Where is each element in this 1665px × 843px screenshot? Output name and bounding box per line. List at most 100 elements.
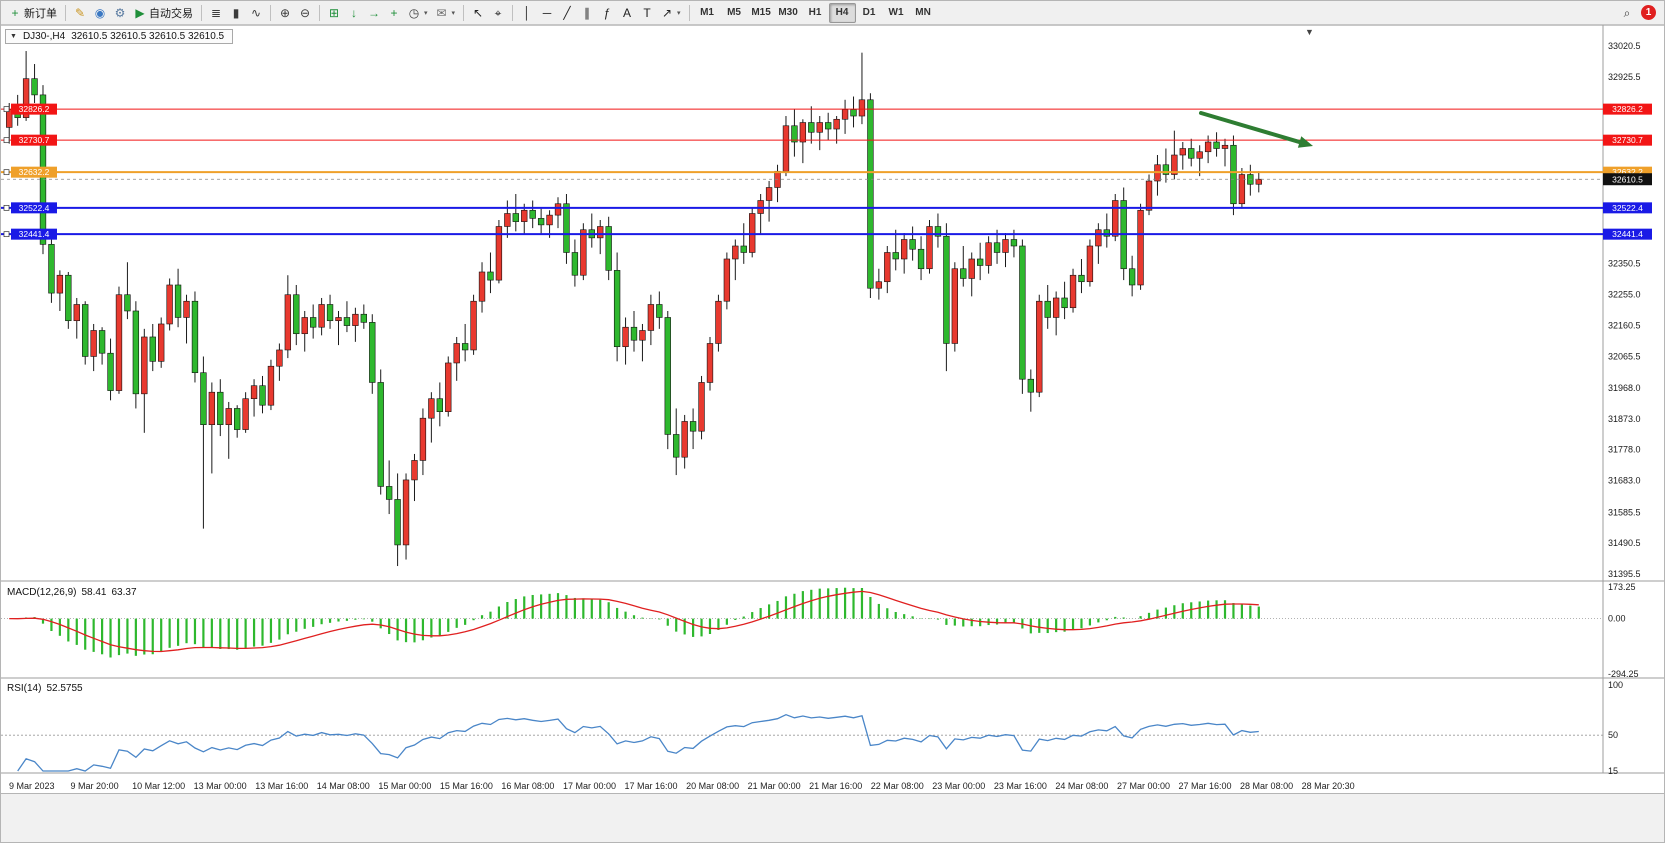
candle [90,330,97,357]
candle [419,417,427,461]
new-order-button[interactable]: + 新订单 [5,3,61,23]
candle [901,239,908,260]
community-button[interactable]: ◉ [90,3,110,23]
metaeditor-button[interactable]: ✎ [70,3,90,23]
shapes-button[interactable]: ↗ ▾ [657,3,685,23]
timeframe-h4-button[interactable]: H4 [828,2,856,23]
zoom-in-icon: ⊕ [279,5,291,20]
candle [149,336,156,362]
candle [529,209,536,219]
timeframe-m15-button[interactable]: M15 [748,3,775,23]
macd-signal-value: 63.37 [111,587,137,598]
timeframe-h1-button[interactable]: H1 [802,3,829,23]
candle [850,109,857,117]
candle [48,244,55,294]
candle [377,382,384,487]
tile-windows-button[interactable]: ⊞ [324,3,344,23]
line-handle[interactable] [3,106,10,112]
candle [22,78,30,118]
candle [926,226,933,270]
candle [250,385,258,400]
candle [1145,180,1153,211]
candle [267,365,275,406]
horizontal-line-button[interactable]: ─ [537,3,557,23]
auto-scroll-button[interactable]: ↓ [344,3,364,23]
candle [191,300,199,374]
candle [284,294,292,351]
line-handle[interactable] [3,169,10,176]
symbol-info-box[interactable]: ▼ DJ30-,H4 32610.5 32610.5 32610.5 32610… [5,29,234,44]
macd-axis-label: 173.25 [1608,582,1636,592]
cursor-button[interactable]: ↖ [468,3,488,23]
text-button[interactable]: A [617,3,637,23]
timeframe-m1-button[interactable]: M1 [694,3,721,23]
line-chart-button[interactable]: ∿ [246,3,266,23]
candle [385,486,393,500]
candle [563,203,570,253]
candle [647,304,655,331]
chart-shift-button[interactable]: → [364,3,384,23]
crosshair-button[interactable]: ⌖ [488,3,508,23]
date-label: 20 Mar 08:00 [686,781,739,791]
price-tick-label: 32160.5 [1608,320,1641,330]
candle [537,218,545,226]
chart-shift-icon: → [368,5,380,20]
candle [82,304,89,357]
vertical-line-button[interactable]: │ [517,3,537,23]
candle [495,226,503,281]
line-handle[interactable] [3,137,10,144]
candlestick-chart-button[interactable]: ▮ [226,3,246,23]
toolbar-separator [65,4,66,21]
candle [487,271,494,281]
templates-button[interactable]: ✉ ▾ [432,3,460,23]
candle [208,391,216,425]
trend-arrow-annotation[interactable] [1199,111,1302,145]
rsi-indicator-label: RSI(14) 52.5755 [7,683,88,694]
label-button[interactable]: T [637,3,657,23]
candle [1086,245,1094,283]
price-line-badge-left[interactable] [11,228,57,240]
candle [841,109,849,120]
search-button[interactable]: ⌕ [1617,3,1637,23]
notification-badge[interactable]: 1 [1641,5,1656,20]
auto-scroll-icon: ↓ [351,5,357,20]
trendline-icon: ╱ [563,5,571,20]
candle [1069,274,1077,309]
price-line-badge-left[interactable] [11,103,57,115]
trendline-button[interactable]: ╱ [557,3,577,23]
pencil-icon: ✎ [74,5,86,20]
candle [1188,148,1195,159]
candle [1112,200,1119,237]
periods-button[interactable]: ◷ ▾ [404,3,432,23]
timeframe-m5-button[interactable]: M5 [721,3,748,23]
magnifier-icon: ⌕ [1623,5,1631,20]
bar-chart-button[interactable]: ≣ [206,3,226,23]
timeframe-mn-button[interactable]: MN [910,3,937,23]
rsi-axis-label: 100 [1608,680,1623,690]
candle [343,317,351,326]
date-label: 27 Mar 00:00 [1117,781,1170,791]
timeframe-d1-button[interactable]: D1 [856,3,883,23]
candle [470,300,477,351]
timeframe-m30-button[interactable]: M30 [775,3,802,23]
fibonacci-button[interactable]: ƒ [597,3,617,23]
line-handle[interactable] [3,231,10,238]
candle [1078,274,1085,283]
arrow-shape-icon: ↗ [662,5,673,20]
chart-region: 173.25 0.00 -294.25 100 50 15 33020.5 32925.5 32… [1,25,1664,793]
channel-button[interactable]: ∥ [577,3,597,23]
line-handle[interactable] [3,204,10,211]
timeframe-w1-button[interactable]: W1 [883,3,910,23]
zoom-out-button[interactable]: ⊖ [295,3,315,23]
price-line-badge-left[interactable] [11,134,57,146]
date-label: 14 Mar 08:00 [317,781,370,791]
autotrading-button[interactable]: ▶ 自动交易 [130,3,197,23]
options-button[interactable]: ⚙ [110,3,130,23]
zoom-in-button[interactable]: ⊕ [275,3,295,23]
candle [259,385,266,406]
indicators-button[interactable]: + [384,3,404,23]
candle [597,226,604,239]
price-line-badge-left[interactable] [11,202,57,214]
price-line-badge-left[interactable] [11,166,57,178]
